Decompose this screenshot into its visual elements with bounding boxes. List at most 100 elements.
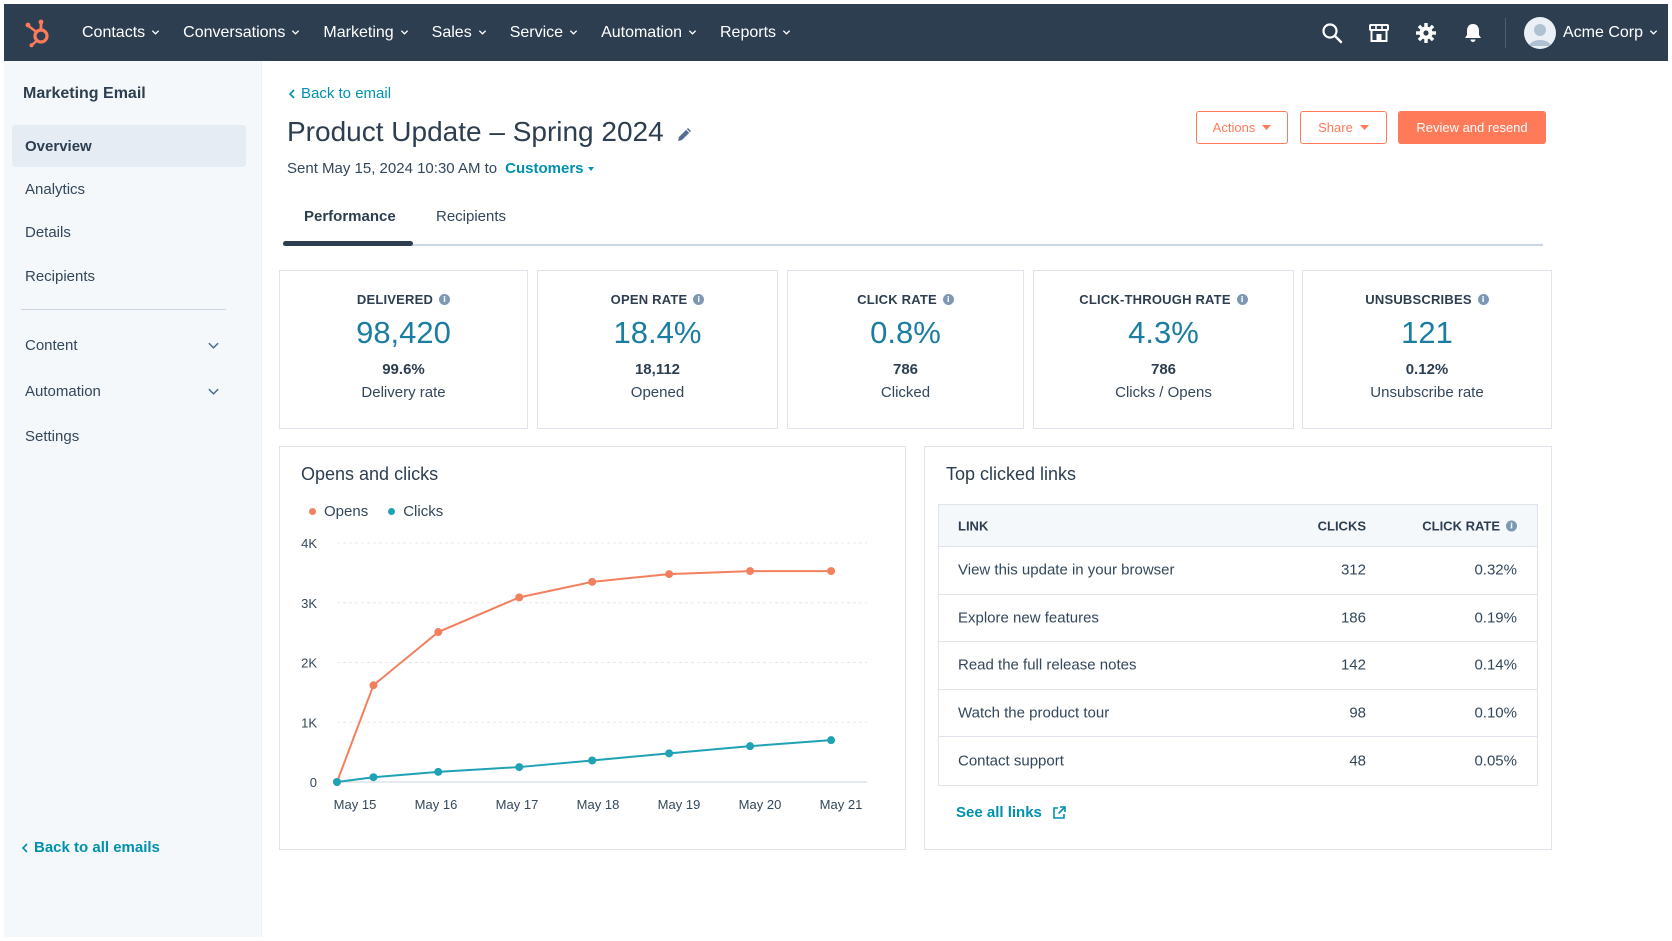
link-cell: Explore new features	[958, 609, 1099, 627]
sidebar-item-details[interactable]: Details	[12, 211, 246, 253]
active-tab-indicator	[283, 241, 413, 246]
nav-label: Service	[509, 23, 564, 41]
sidebar-item-settings[interactable]: Settings	[12, 415, 246, 457]
sidebar-item-analytics[interactable]: Analytics	[12, 168, 246, 210]
sidebar-item-label: Automation	[25, 382, 101, 400]
column-header-click-rate[interactable]: CLICK RATE i	[1422, 518, 1517, 533]
column-header-link[interactable]: LINK	[958, 518, 989, 533]
clicks-cell: 312	[1340, 561, 1366, 579]
chart-legend: Opens Clicks	[309, 503, 463, 520]
table-row[interactable]: Read the full release notes 142 0.14%	[939, 642, 1537, 690]
share-button[interactable]: Share	[1300, 111, 1387, 144]
pencil-icon[interactable]	[675, 124, 695, 144]
review-and-resend-label: Review and resend	[1416, 120, 1528, 135]
recipient-list-dropdown[interactable]: Customers	[505, 160, 597, 177]
back-to-all-emails-link[interactable]: Back to all emails	[20, 839, 160, 856]
y-tick-label: 1K	[301, 715, 317, 730]
y-tick-label: 4K	[301, 536, 317, 551]
info-icon[interactable]: i	[1236, 294, 1248, 305]
nav-marketing[interactable]: Marketing	[323, 24, 408, 42]
data-point	[333, 778, 341, 786]
caret-down-icon	[587, 166, 594, 171]
sidebar-item-label: Settings	[25, 427, 80, 445]
nav-reports[interactable]: Reports	[720, 24, 791, 42]
bell-icon[interactable]	[1461, 21, 1485, 45]
info-icon[interactable]: i	[942, 294, 954, 305]
link-cell: Watch the product tour	[958, 704, 1110, 722]
rate-cell: 0.10%	[1474, 704, 1517, 722]
table-row[interactable]: Explore new features 186 0.19%	[939, 595, 1537, 642]
nav-label: Contacts	[82, 23, 146, 41]
legend-item-opens[interactable]: Opens	[309, 503, 368, 520]
clicks-cell: 48	[1349, 752, 1366, 770]
table-row[interactable]: Watch the product tour 98 0.10%	[939, 690, 1537, 737]
sidebar-section-content[interactable]: Content	[12, 324, 246, 366]
sent-info: Sent May 15, 2024 10:30 AM to Customers	[287, 160, 598, 177]
nav-label: Marketing	[323, 23, 394, 41]
data-point	[665, 749, 674, 758]
stat-value: 18.4%	[613, 315, 702, 350]
rate-cell: 0.14%	[1474, 656, 1517, 674]
column-header-clicks[interactable]: CLICKS	[1317, 518, 1366, 533]
search-icon[interactable]	[1320, 21, 1344, 45]
marketplace-icon[interactable]	[1367, 21, 1391, 45]
sidebar-item-label: Content	[25, 336, 78, 354]
avatar	[1523, 16, 1556, 49]
sidebar-title: Marketing Email	[23, 85, 146, 102]
sidebar-item-recipients[interactable]: Recipients	[12, 255, 246, 297]
see-all-links-link[interactable]: See all links	[956, 804, 1067, 821]
nav-conversations[interactable]: Conversations	[183, 24, 300, 42]
stat-label: CLICK-THROUGH RATE	[1079, 292, 1231, 307]
stat-label: OPEN RATE	[610, 292, 688, 307]
clicks-cell: 142	[1340, 656, 1366, 674]
gear-icon[interactable]	[1414, 21, 1438, 45]
legend-item-clicks[interactable]: Clicks	[388, 503, 443, 520]
rate-cell: 0.19%	[1474, 609, 1517, 627]
chevron-down-icon	[208, 342, 219, 349]
x-tick-label: May 16	[415, 797, 458, 812]
data-point	[369, 681, 378, 690]
stat-desc: Clicks / Opens	[1115, 384, 1212, 401]
actions-button[interactable]: Actions	[1196, 111, 1288, 144]
x-tick-label: May 19	[658, 797, 701, 812]
clicks-cell: 186	[1340, 609, 1366, 627]
info-icon[interactable]: i	[1506, 520, 1517, 531]
stat-desc: Unsubscribe rate	[1370, 384, 1484, 401]
recipient-list-label: Customers	[505, 160, 584, 177]
y-tick-label: 3K	[301, 596, 317, 611]
nav-automation[interactable]: Automation	[601, 24, 697, 42]
tab-bar: Performance Recipients	[283, 194, 1543, 246]
x-tick-label: May 15	[334, 797, 377, 812]
info-icon[interactable]: i	[693, 294, 705, 305]
sidebar-item-label: Recipients	[25, 267, 96, 285]
sidebar-item-overview[interactable]: Overview	[12, 125, 246, 167]
nav-service[interactable]: Service	[510, 24, 578, 42]
hubspot-logo[interactable]	[24, 18, 54, 48]
sent-text: Sent May 15, 2024 10:30 AM to	[287, 160, 498, 177]
sidebar-divider	[21, 309, 226, 310]
data-point	[746, 742, 755, 751]
stat-label: UNSUBSCRIBES	[1365, 292, 1472, 307]
legend-dot	[388, 508, 396, 515]
sidebar-section-automation[interactable]: Automation	[12, 370, 246, 412]
review-and-resend-button[interactable]: Review and resend	[1398, 111, 1546, 144]
main-content: Back to email Product Update – Spring 20…	[262, 61, 1668, 937]
nav-sales[interactable]: Sales	[432, 24, 487, 42]
chevron-down-icon	[400, 30, 408, 35]
stat-value: 121	[1401, 315, 1453, 350]
stat-card-delivered: DELIVERED i 98,420 99.6% Delivery rate	[279, 270, 528, 429]
nav-contacts[interactable]: Contacts	[82, 24, 160, 42]
table-row[interactable]: View this update in your browser 312 0.3…	[939, 547, 1537, 595]
account-menu[interactable]: Acme Corp	[1523, 16, 1658, 49]
x-tick-label: May 18	[577, 797, 620, 812]
tab-performance[interactable]: Performance	[304, 208, 396, 225]
stat-value: 4.3%	[1128, 315, 1199, 350]
share-label: Share	[1318, 120, 1353, 135]
tab-recipients[interactable]: Recipients	[436, 208, 507, 225]
info-icon[interactable]: i	[439, 294, 451, 305]
table-row[interactable]: Contact support 48 0.05%	[939, 737, 1537, 785]
back-to-email-link[interactable]: Back to email	[287, 85, 391, 102]
info-icon[interactable]: i	[1477, 294, 1489, 305]
clicks-cell: 98	[1349, 704, 1366, 722]
legend-dot	[309, 508, 316, 515]
